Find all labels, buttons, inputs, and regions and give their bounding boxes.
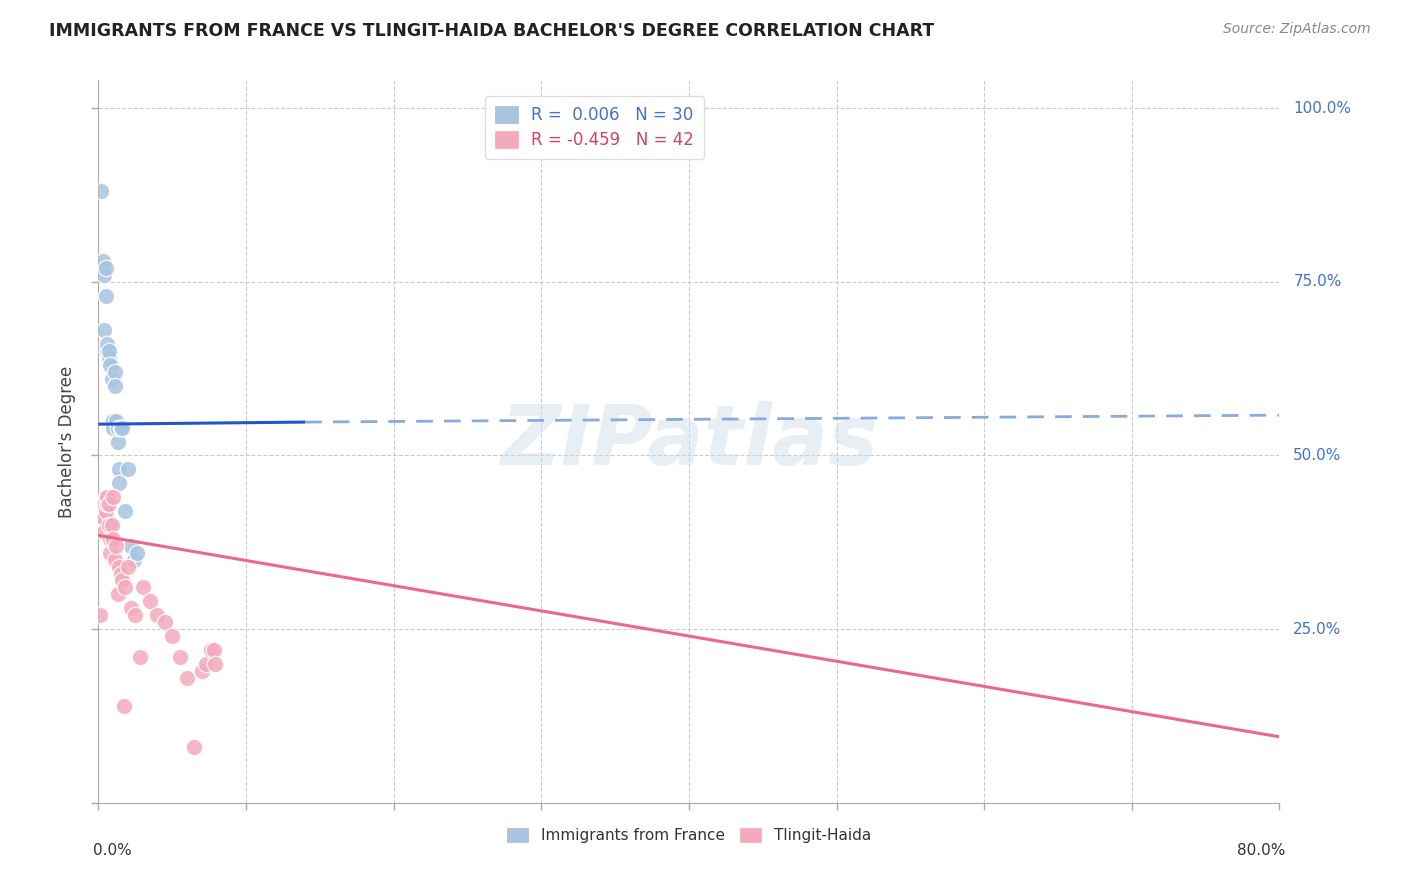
Point — [93, 524, 115, 539]
Point — [90, 185, 112, 199]
Point — [195, 657, 218, 671]
Point — [103, 532, 125, 546]
Point — [128, 649, 150, 664]
Legend: Immigrants from France, Tlingit-Haida: Immigrants from France, Tlingit-Haida — [501, 822, 877, 849]
Point — [200, 643, 222, 657]
Point — [104, 379, 127, 393]
Text: 80.0%: 80.0% — [1237, 843, 1285, 857]
Point — [110, 566, 132, 581]
Point — [94, 504, 117, 518]
Point — [153, 615, 176, 630]
Point — [111, 574, 134, 588]
Point — [94, 288, 117, 302]
Text: 50.0%: 50.0% — [1294, 448, 1341, 463]
Point — [105, 539, 128, 553]
Point — [100, 517, 122, 532]
Point — [93, 268, 115, 282]
Point — [91, 253, 114, 268]
Point — [183, 740, 205, 755]
Point — [93, 323, 115, 337]
Point — [103, 420, 125, 434]
Point — [110, 420, 132, 434]
Point — [107, 587, 129, 601]
Point — [104, 552, 127, 566]
Point — [124, 608, 146, 623]
Point — [91, 504, 114, 518]
Point — [125, 546, 148, 560]
Point — [120, 601, 142, 615]
Point — [108, 559, 131, 574]
Point — [97, 351, 120, 366]
Text: 0.0%: 0.0% — [93, 843, 131, 857]
Point — [114, 504, 136, 518]
Text: 75.0%: 75.0% — [1294, 274, 1341, 289]
Point — [117, 462, 139, 476]
Point — [176, 671, 198, 685]
Point — [89, 608, 111, 623]
Point — [169, 649, 191, 664]
Point — [111, 420, 134, 434]
Point — [98, 546, 121, 560]
Point — [91, 260, 114, 275]
Point — [97, 497, 120, 511]
Point — [98, 532, 121, 546]
Point — [103, 414, 125, 428]
Point — [112, 698, 135, 713]
Point — [97, 344, 120, 359]
Point — [122, 552, 145, 566]
Point — [120, 539, 142, 553]
Y-axis label: Bachelor's Degree: Bachelor's Degree — [58, 366, 76, 517]
Point — [96, 490, 118, 504]
Point — [96, 344, 118, 359]
Point — [94, 260, 117, 275]
Point — [107, 434, 129, 449]
Point — [162, 629, 183, 643]
Point — [114, 581, 136, 595]
Point — [91, 497, 114, 511]
Point — [94, 490, 117, 504]
Point — [105, 414, 128, 428]
Point — [191, 664, 214, 678]
Point — [103, 490, 125, 504]
Point — [202, 643, 225, 657]
Point — [117, 559, 139, 574]
Point — [100, 372, 122, 386]
Point — [132, 581, 155, 595]
Point — [97, 517, 120, 532]
Text: Source: ZipAtlas.com: Source: ZipAtlas.com — [1223, 22, 1371, 37]
Point — [108, 476, 131, 491]
Text: ZIPatlas: ZIPatlas — [501, 401, 877, 482]
Text: 100.0%: 100.0% — [1294, 101, 1351, 116]
Point — [96, 337, 118, 351]
Point — [96, 497, 118, 511]
Point — [100, 414, 122, 428]
Point — [90, 511, 112, 525]
Point — [204, 657, 226, 671]
Point — [93, 511, 115, 525]
Point — [104, 365, 127, 379]
Point — [139, 594, 162, 608]
Point — [107, 420, 129, 434]
Point — [98, 358, 121, 372]
Text: 25.0%: 25.0% — [1294, 622, 1341, 637]
Text: IMMIGRANTS FROM FRANCE VS TLINGIT-HAIDA BACHELOR'S DEGREE CORRELATION CHART: IMMIGRANTS FROM FRANCE VS TLINGIT-HAIDA … — [49, 22, 935, 40]
Point — [108, 462, 131, 476]
Point — [146, 608, 169, 623]
